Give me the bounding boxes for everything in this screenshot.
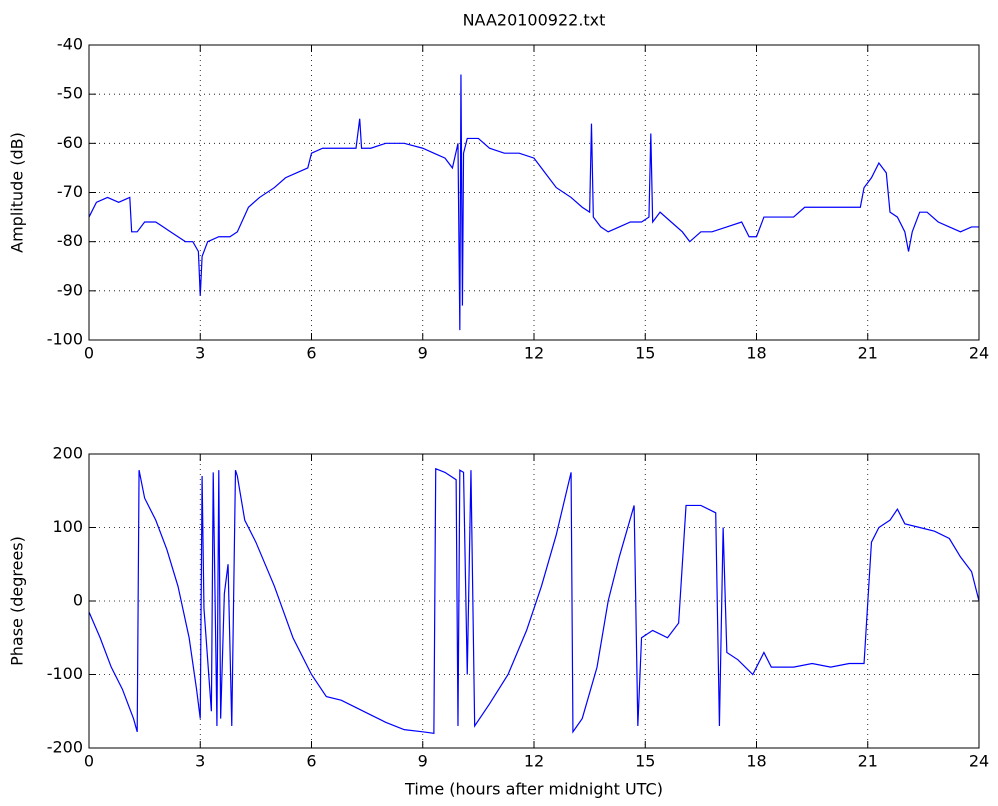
y-axis-label: Amplitude (dB): [8, 132, 27, 253]
x-tick-label: 15: [635, 752, 655, 771]
data-line: [88, 74, 979, 331]
x-tick-label: 24: [969, 344, 989, 363]
y-tick-label: 200: [52, 444, 83, 463]
y-tick-label: -60: [57, 133, 83, 152]
x-tick-label: 0: [84, 752, 94, 771]
x-tick-label: 18: [746, 752, 766, 771]
x-tick-label: 12: [524, 752, 544, 771]
y-axis-label: Phase (degrees): [8, 536, 27, 666]
y-tick-label: -40: [57, 35, 83, 54]
x-tick-label: 3: [195, 752, 205, 771]
x-tick-label: 3: [195, 344, 205, 363]
x-tick-label: 15: [635, 344, 655, 363]
x-tick-label: 24: [969, 752, 989, 771]
chart-title: NAA20100922.txt: [463, 11, 606, 30]
y-tick-label: 100: [52, 517, 83, 536]
x-tick-label: 21: [858, 752, 878, 771]
y-tick-label: -90: [57, 280, 83, 299]
y-tick-label: -200: [47, 738, 83, 757]
y-tick-label: -50: [57, 84, 83, 103]
x-tick-label: 6: [306, 752, 316, 771]
y-tick-label: -80: [57, 231, 83, 250]
x-tick-label: 6: [306, 344, 316, 363]
y-tick-label: -100: [47, 330, 83, 349]
x-tick-label: 9: [418, 344, 428, 363]
axes-box: [88, 453, 980, 749]
x-tick-label: 21: [858, 344, 878, 363]
y-tick-label: -100: [47, 664, 83, 683]
data-line: [88, 467, 980, 734]
y-tick-label: 0: [73, 591, 83, 610]
x-axis-label: Time (hours after midnight UTC): [404, 780, 663, 799]
y-tick-label: -70: [57, 182, 83, 201]
axes-box: [88, 44, 980, 341]
x-tick-label: 12: [524, 344, 544, 363]
x-tick-label: 18: [746, 344, 766, 363]
x-tick-label: 9: [418, 752, 428, 771]
x-tick-label: 0: [84, 344, 94, 363]
